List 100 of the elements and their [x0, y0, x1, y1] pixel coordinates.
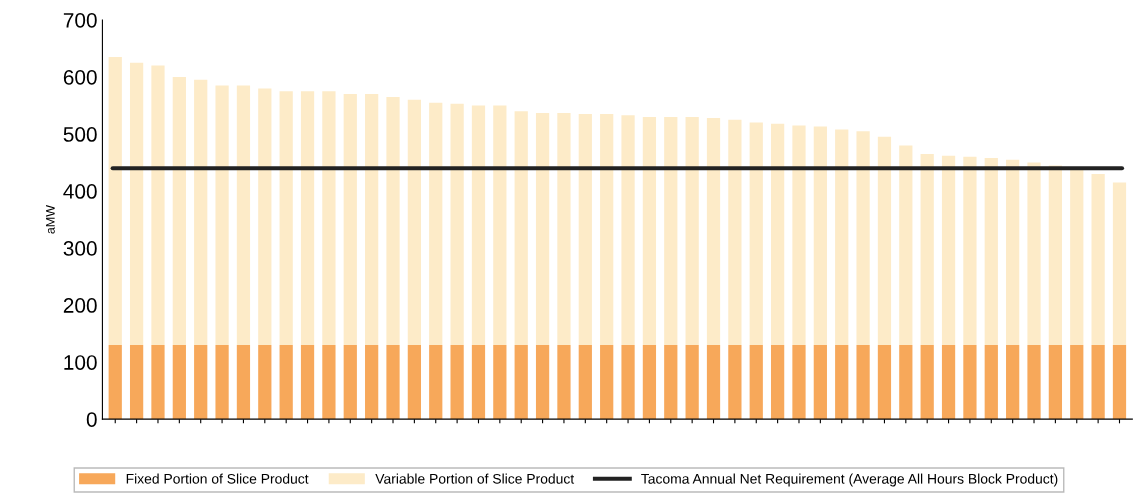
bar [279, 91, 293, 346]
bar [770, 123, 785, 346]
bar [835, 345, 849, 420]
y-tick-label: 700 [63, 12, 97, 28]
bar [1006, 345, 1020, 420]
y-tick-label: 100 [64, 355, 97, 370]
bar [1048, 165, 1063, 346]
bar [835, 129, 849, 346]
bar [471, 105, 486, 346]
bar [129, 62, 144, 346]
bar [963, 345, 977, 420]
bar [1006, 159, 1020, 346]
bar [493, 345, 507, 420]
bar [236, 345, 251, 420]
bar [749, 345, 763, 420]
bar [172, 76, 186, 346]
bar [792, 125, 806, 346]
bar [899, 145, 913, 346]
bar [557, 345, 571, 420]
bar [706, 345, 721, 420]
bar [514, 345, 528, 420]
bar [172, 345, 186, 420]
bar [664, 345, 678, 420]
bar [1048, 345, 1063, 420]
y-tick-label: 400 [63, 184, 97, 199]
bar [450, 345, 464, 420]
bar [322, 91, 336, 346]
bar [1091, 345, 1105, 420]
bar [685, 345, 699, 420]
bar [258, 88, 272, 346]
y-tick-label: 200 [63, 298, 97, 313]
bar [1027, 345, 1041, 420]
bar [194, 345, 208, 420]
bar [899, 345, 913, 420]
bar [856, 345, 870, 420]
legend-label: Tacoma Annual Net Requirement (Average All Hours Block Product) [641, 473, 1058, 487]
bar [471, 345, 486, 420]
bar [557, 112, 571, 346]
bar [215, 345, 229, 420]
bar [813, 345, 827, 420]
legend-label: Variable Portion of Slice Product [375, 473, 575, 484]
bar [1112, 345, 1127, 420]
bar [1112, 182, 1127, 346]
bar [279, 345, 293, 420]
bar [642, 116, 657, 346]
bar [856, 131, 870, 346]
bar [621, 115, 635, 346]
bar [386, 345, 400, 420]
bar [963, 156, 977, 346]
bar [578, 345, 592, 420]
bar [984, 157, 998, 346]
bar [407, 345, 421, 420]
bar [600, 114, 614, 346]
bar [1070, 168, 1084, 346]
bar [941, 155, 956, 346]
bar [642, 345, 657, 420]
bar [984, 345, 998, 420]
bar [450, 103, 464, 346]
bar [365, 345, 379, 420]
y-axis-title: aMW [46, 205, 55, 234]
bar [215, 85, 229, 346]
bar [877, 136, 892, 346]
y-tick-label: 500 [63, 127, 97, 142]
bar [578, 114, 592, 346]
bar [600, 345, 614, 420]
bar [813, 126, 827, 346]
bar [343, 94, 357, 346]
bar [1070, 345, 1084, 420]
bar [920, 153, 934, 346]
bar [792, 345, 806, 420]
bar [621, 345, 635, 420]
bar [1027, 162, 1041, 346]
bar [258, 345, 272, 420]
bar [429, 345, 443, 420]
bar [749, 122, 763, 346]
bar [1091, 173, 1105, 346]
bar [194, 79, 208, 346]
y-tick-label: 600 [63, 69, 97, 85]
bar [108, 345, 122, 420]
bar [386, 96, 400, 346]
bar [429, 102, 443, 346]
bar [514, 111, 528, 346]
bar [407, 99, 421, 346]
bar [343, 345, 357, 420]
bar [535, 345, 550, 420]
bar [877, 345, 892, 420]
bar [493, 105, 507, 346]
y-tick-label: 300 [63, 241, 97, 256]
bar [108, 57, 122, 346]
bar [941, 345, 956, 420]
legend-label: Fixed Portion of Slice Product [126, 473, 309, 484]
y-tick-label: 0 [86, 412, 97, 427]
bar [664, 116, 678, 346]
bar [236, 85, 251, 346]
bar [728, 119, 742, 346]
bar [365, 94, 379, 346]
bar [300, 345, 315, 420]
bar [728, 345, 742, 420]
bar [300, 91, 315, 346]
bar [151, 345, 165, 420]
